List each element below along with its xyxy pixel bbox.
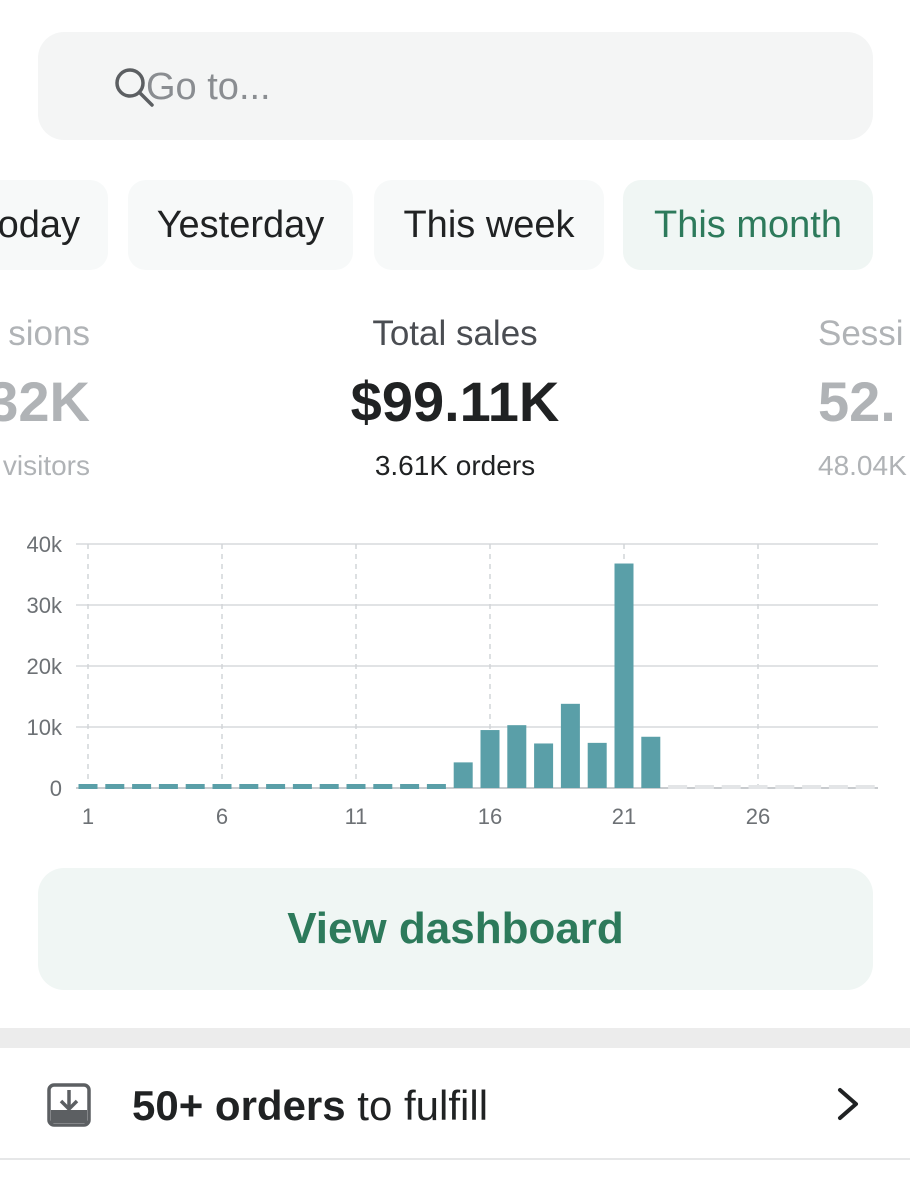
bar <box>346 784 366 789</box>
bar <box>185 784 205 789</box>
tab-label: Yesterday <box>156 203 325 246</box>
tab-yesterday[interactable]: Yesterday <box>128 180 353 270</box>
y-tick-label: 10k <box>27 715 63 740</box>
metric-label: Total sales <box>372 314 538 353</box>
tab-this-week[interactable]: This week <box>374 180 604 270</box>
metric-value: $99.11K <box>350 370 560 433</box>
bar-future <box>721 785 741 789</box>
metric-value: 52. <box>818 370 896 433</box>
bar <box>239 784 259 789</box>
x-tick-label: 11 <box>345 804 368 829</box>
bar <box>587 742 607 788</box>
bar <box>534 743 554 788</box>
orders-to-fulfill-row[interactable]: 50+ orders to fulfill <box>0 1048 910 1160</box>
bar <box>400 784 420 789</box>
metric-card-right[interactable]: Sessi 52. 48.04K <box>818 310 910 488</box>
metric-label: sions <box>8 314 90 353</box>
bar <box>507 725 527 788</box>
bar <box>373 784 393 789</box>
bar <box>480 730 500 788</box>
bar <box>212 784 232 789</box>
bar <box>266 784 286 789</box>
x-tick-label: 1 <box>82 804 94 829</box>
task-text: 50+ orders to fulfill <box>132 1082 488 1130</box>
bar-future <box>828 785 848 789</box>
bar-future <box>668 785 688 789</box>
bar <box>614 563 634 788</box>
metric-value: 32K <box>0 370 90 433</box>
section-divider <box>0 1028 910 1048</box>
chevron-right-icon <box>838 1088 858 1120</box>
tab-label: oday <box>0 203 80 246</box>
task-rest: to fulfill <box>345 1082 489 1129</box>
y-tick-label: 30k <box>27 593 63 618</box>
x-tick-label: 6 <box>216 804 228 829</box>
search-input[interactable] <box>146 66 746 108</box>
view-dashboard-label: View dashboard <box>287 904 624 953</box>
x-tick-label: 16 <box>478 804 502 829</box>
bar-future <box>775 785 795 789</box>
x-tick-label: 26 <box>746 804 770 829</box>
metric-card-left[interactable]: sions 32K visitors <box>0 310 90 488</box>
y-tick-label: 0 <box>50 776 62 801</box>
bar <box>292 784 312 789</box>
metric-label: Sessi <box>818 314 904 353</box>
tab-label: This month <box>654 203 842 246</box>
x-tick-label: 21 <box>612 804 636 829</box>
metric-card-total-sales[interactable]: Total sales $99.11K 3.61K orders <box>255 310 655 488</box>
bar <box>158 784 178 789</box>
bar-future <box>855 785 875 789</box>
bar <box>319 784 339 789</box>
bar <box>132 784 152 789</box>
task-count: 50+ orders <box>132 1082 346 1129</box>
inbox-download-icon <box>47 1083 91 1127</box>
bar <box>426 784 446 789</box>
view-dashboard-button[interactable]: View dashboard <box>38 868 873 990</box>
tab-today[interactable]: oday <box>0 180 108 270</box>
metric-sub: 48.04K <box>818 450 907 481</box>
tab-this-month[interactable]: This month <box>623 180 873 270</box>
bar-future <box>694 785 714 789</box>
y-tick-label: 40k <box>27 532 63 557</box>
bar-future <box>748 785 768 789</box>
bar <box>453 762 473 788</box>
bar <box>560 703 580 788</box>
bar <box>641 736 661 788</box>
tab-label: This week <box>403 203 575 246</box>
next-task-row[interactable] <box>0 1162 910 1200</box>
bar <box>105 784 125 789</box>
search-bar[interactable] <box>38 32 873 140</box>
bar-future <box>802 785 822 789</box>
y-tick-label: 20k <box>27 654 63 679</box>
bar <box>78 784 98 789</box>
metric-sub: 3.61K orders <box>374 450 536 481</box>
metric-sub: visitors <box>2 450 90 481</box>
